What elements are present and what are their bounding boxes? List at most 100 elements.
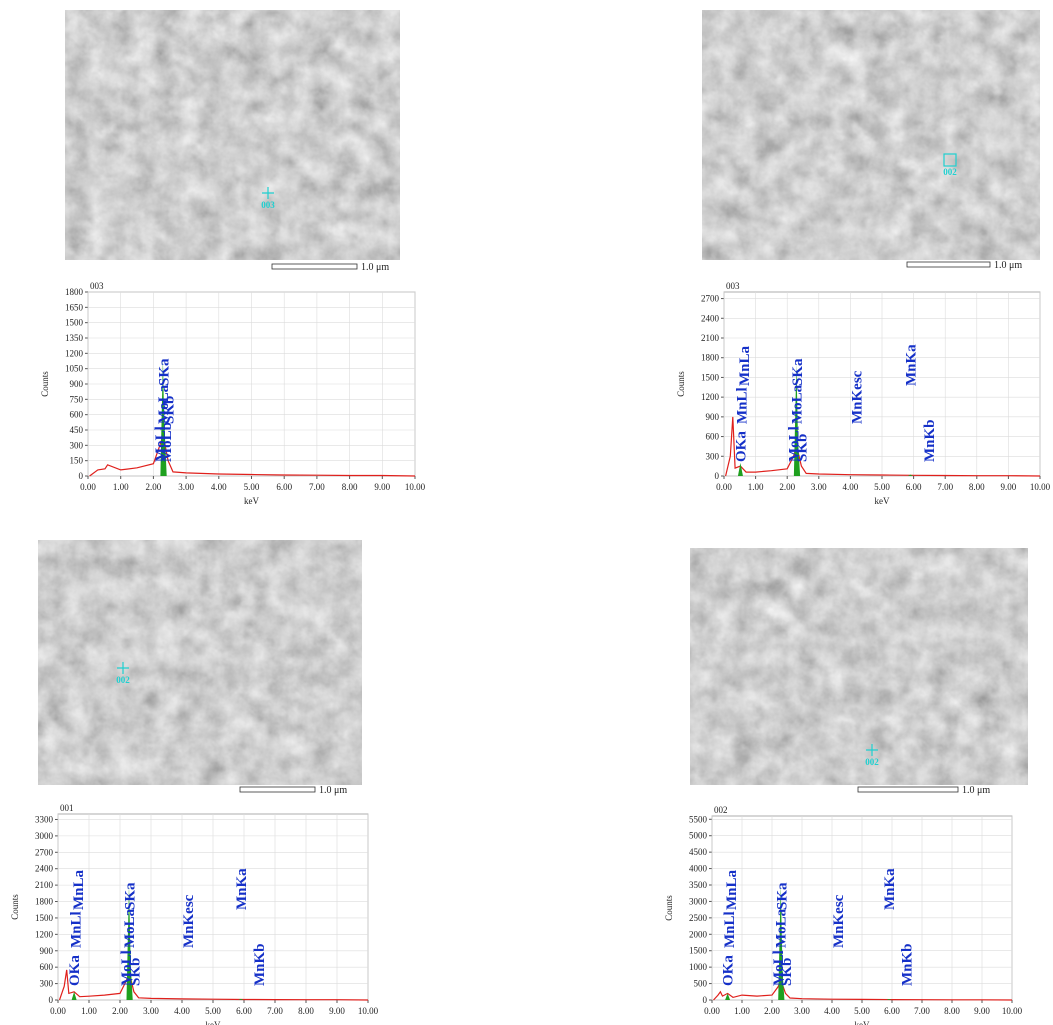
x-tick-label: 10.00 — [1030, 482, 1051, 492]
scale-bar-label: 1.0 μm — [994, 260, 1022, 271]
peak-label: MoLa — [774, 908, 790, 948]
peak-label: MnKa — [234, 868, 250, 910]
peak — [725, 993, 731, 1000]
peak-label: MnKesc — [831, 894, 847, 948]
y-tick-label: 2700 — [35, 847, 54, 857]
scale-bar-label: 1.0 μm — [319, 785, 347, 796]
peak-label: SKb — [127, 958, 143, 986]
x-tick-label: 6.00 — [276, 482, 292, 492]
y-tick-label: 1800 — [65, 287, 84, 297]
y-tick-label: 5500 — [689, 814, 708, 824]
x-tick-label: 0.00 — [50, 1006, 66, 1016]
chart-title: 002 — [714, 805, 728, 815]
x-tick-label: 7.00 — [937, 482, 953, 492]
peak — [161, 418, 167, 476]
x-tick-label: 2.00 — [764, 1006, 780, 1016]
x-tick-label: 10.00 — [405, 482, 426, 492]
peak-label: MoLl — [119, 950, 135, 986]
y-axis-label: Counts — [10, 894, 20, 920]
scale-bar — [857, 786, 959, 793]
x-tick-label: 9.00 — [1001, 482, 1017, 492]
peak-label: OKa — [67, 955, 83, 986]
scale-bar-label: 1.0 μm — [361, 262, 389, 273]
sem-image — [38, 540, 362, 785]
peak-label: MoLa — [156, 384, 172, 424]
x-axis-label: keV — [855, 1020, 870, 1025]
peak-label: SKa — [157, 358, 173, 386]
y-tick-label: 300 — [70, 440, 84, 450]
x-tick-label: 9.00 — [329, 1006, 345, 1016]
x-tick-label: 2.00 — [112, 1006, 128, 1016]
peak — [779, 960, 785, 1000]
y-tick-label: 500 — [694, 979, 708, 989]
peak-label: MnLl — [722, 911, 738, 948]
y-tick-label: 2000 — [689, 929, 708, 939]
x-tick-label: 3.00 — [794, 1006, 810, 1016]
peak-label: SKa — [774, 882, 790, 910]
spot-label: 002 — [865, 757, 879, 767]
y-tick-label: 3000 — [689, 896, 708, 906]
x-tick-label: 2.00 — [146, 482, 162, 492]
spot-marker — [117, 662, 129, 674]
chart-title: 001 — [60, 803, 74, 813]
y-tick-label: 1500 — [65, 318, 84, 328]
chart-title: 003 — [726, 281, 740, 291]
scale-bar — [271, 263, 358, 270]
peak-label: SKb — [795, 434, 811, 462]
peak-label: MnKesc — [850, 370, 866, 424]
y-tick-label: 1800 — [701, 353, 720, 363]
y-tick-label: 2100 — [701, 333, 720, 343]
y-tick-label: 300 — [706, 451, 720, 461]
x-tick-label: 7.00 — [309, 482, 325, 492]
peak-label: MnLa — [724, 869, 740, 910]
peak-label: MoLa — [789, 384, 805, 424]
y-axis-label: Counts — [664, 895, 674, 921]
y-tick-label: 4500 — [689, 847, 708, 857]
y-tick-label: 600 — [706, 432, 720, 442]
x-tick-label: 8.00 — [342, 482, 358, 492]
peak-label: MnKb — [252, 943, 268, 986]
y-tick-label: 1500 — [701, 372, 720, 382]
x-tick-label: 10.00 — [1002, 1006, 1023, 1016]
peak-label: MnLa — [737, 345, 753, 386]
y-axis-label: Counts — [40, 371, 50, 397]
y-tick-label: 3500 — [689, 880, 708, 890]
y-tick-label: 2400 — [701, 313, 720, 323]
y-tick-label: 2700 — [701, 294, 720, 304]
y-tick-label: 1200 — [701, 392, 720, 402]
peak — [737, 462, 743, 476]
y-tick-label: 600 — [70, 410, 84, 420]
y-tick-label: 3000 — [35, 831, 54, 841]
spot-marker — [262, 187, 274, 199]
x-tick-label: 9.00 — [974, 1006, 990, 1016]
peak — [886, 999, 892, 1000]
x-tick-label: 4.00 — [211, 482, 227, 492]
x-tick-label: 4.00 — [824, 1006, 840, 1016]
y-tick-label: 900 — [70, 379, 84, 389]
y-tick-label: 0 — [715, 471, 720, 481]
y-tick-label: 2400 — [35, 864, 54, 874]
y-tick-label: 2100 — [35, 880, 54, 890]
y-tick-label: 1200 — [65, 348, 84, 358]
x-axis-label: keV — [206, 1020, 221, 1025]
peak-label: SKa — [790, 358, 806, 386]
y-tick-label: 1500 — [35, 913, 54, 923]
y-tick-label: 3300 — [35, 814, 54, 824]
spectrum-line — [89, 434, 416, 477]
x-tick-label: 10.00 — [358, 1006, 379, 1016]
x-tick-label: 6.00 — [236, 1006, 252, 1016]
y-tick-label: 1650 — [65, 302, 84, 312]
y-tick-label: 5000 — [689, 831, 708, 841]
x-tick-label: 1.00 — [748, 482, 764, 492]
y-tick-label: 0 — [703, 995, 708, 1005]
x-tick-label: 3.00 — [178, 482, 194, 492]
x-tick-label: 8.00 — [969, 482, 985, 492]
peak-label: OKa — [733, 431, 749, 462]
y-tick-label: 900 — [706, 412, 720, 422]
x-tick-label: 2.00 — [779, 482, 795, 492]
x-tick-label: 1.00 — [113, 482, 129, 492]
x-tick-label: 5.00 — [244, 482, 260, 492]
spot-label: 002 — [943, 167, 957, 177]
x-tick-label: 6.00 — [884, 1006, 900, 1016]
